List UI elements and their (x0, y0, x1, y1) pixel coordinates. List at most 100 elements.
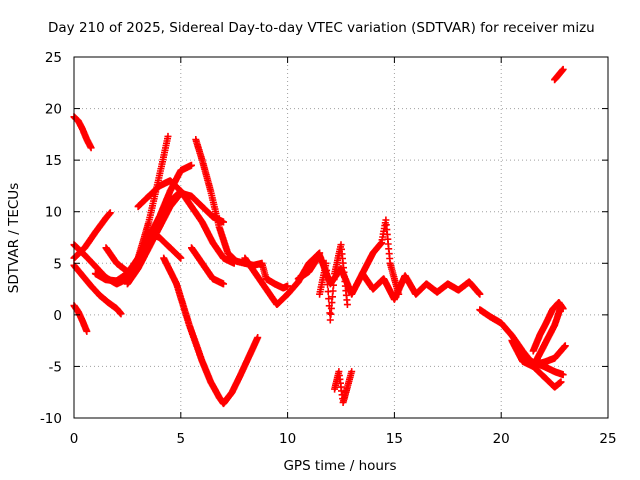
data-point-run (322, 259, 334, 317)
data-point-run (551, 304, 564, 329)
data-point-run (81, 229, 99, 252)
y-tick-label: 20 (45, 102, 62, 118)
series-arc-f (91, 161, 195, 285)
data-point-run (166, 190, 184, 211)
series-arc-x (551, 65, 567, 84)
data-point-run (198, 156, 214, 193)
data-point-run (294, 268, 312, 283)
data-point-run (348, 271, 366, 298)
data-point-run (284, 279, 302, 298)
y-tick-label: 25 (45, 50, 62, 66)
y-tick-label: 0 (53, 308, 62, 324)
series-arc-a (70, 113, 95, 152)
data-point-run (529, 333, 543, 355)
chart-title: Day 210 of 2025, Sidereal Day-to-day VTE… (48, 20, 595, 36)
series-arc-b (70, 302, 91, 335)
data-point-run (540, 322, 558, 350)
data-point-run (209, 275, 227, 288)
data-point-run (155, 204, 174, 231)
data-point-run (96, 291, 112, 306)
data-point-run (102, 244, 120, 266)
series-arc-r (331, 368, 356, 406)
data-point-run (536, 320, 550, 339)
data-point-run (252, 270, 270, 292)
data-point-run (198, 259, 216, 282)
data-point-run (155, 135, 171, 180)
data-point-run (145, 182, 163, 200)
data-point (117, 310, 125, 318)
series-arc-v (519, 352, 567, 379)
data-point-run (91, 270, 109, 283)
x-tick-label: 0 (70, 431, 79, 447)
data-point-run (198, 357, 214, 385)
data-point (348, 368, 356, 376)
series-arc-j (145, 228, 185, 262)
data-point-run (207, 378, 223, 400)
data-point-run (113, 270, 131, 285)
series-arc-w (529, 362, 565, 391)
data-point (106, 209, 114, 217)
data-point-run (215, 223, 231, 255)
data-point-run (382, 216, 394, 262)
data-point (284, 282, 292, 290)
x-tick-labels: 0 5 10 15 20 25 (70, 431, 617, 447)
data-point (164, 132, 172, 140)
data-point (187, 161, 195, 169)
y-tick-labels: -10 -5 0 5 10 15 20 25 (40, 50, 62, 427)
data-point (559, 65, 567, 73)
data-point-run (160, 254, 180, 287)
x-tick-label: 10 (279, 431, 296, 447)
series-arc-m (188, 244, 228, 288)
series-arc-k (160, 254, 262, 408)
data-point-run (188, 244, 206, 266)
data-point-run (326, 275, 338, 324)
x-tick-label: 25 (599, 431, 616, 447)
data-point-run (245, 335, 261, 360)
data-point-run (81, 251, 99, 270)
axis-ticks (73, 56, 609, 419)
data-point (395, 290, 403, 298)
data-point-run (551, 342, 569, 362)
data-point-run (198, 203, 216, 220)
data-point-run (358, 250, 376, 278)
data-point (559, 371, 567, 379)
data-point (83, 327, 91, 335)
data-point-run (540, 362, 558, 375)
data-point-run (343, 370, 355, 391)
data-point (559, 305, 567, 313)
x-tick-label: 15 (386, 431, 403, 447)
data-point (476, 290, 484, 298)
data-point (177, 254, 185, 262)
data-point-run (134, 245, 152, 272)
data-point-run (237, 353, 253, 379)
data-point-run (104, 299, 120, 312)
data-point-run (155, 234, 174, 251)
series-arc-n (241, 249, 324, 308)
data-point (220, 280, 228, 288)
data-point-run (192, 136, 206, 162)
data-point-run (173, 280, 193, 327)
data-point-run (224, 249, 240, 265)
data-point-run (134, 193, 152, 211)
x-tick-label: 5 (177, 431, 186, 447)
plot-frame (73, 56, 609, 419)
data-point-run (465, 278, 483, 298)
data-point-run (487, 313, 505, 327)
data-point-run (337, 241, 351, 304)
x-axis-label: GPS time / hours (283, 458, 396, 474)
data-point-run (207, 187, 223, 229)
data-point-run (241, 254, 259, 277)
data-point (557, 378, 565, 386)
y-tick-label: -10 (40, 411, 62, 427)
data-point (87, 144, 95, 152)
data-point-run (497, 319, 515, 339)
y-axis-label: SDTVAR / TECUs (6, 183, 22, 293)
y-tick-label: 5 (53, 256, 62, 272)
data-point-run (188, 203, 206, 225)
data-point-run (185, 321, 206, 364)
x-tick-label: 20 (493, 431, 510, 447)
data-point-run (209, 239, 227, 261)
data-point-run (220, 389, 236, 408)
data-point-run (369, 239, 385, 257)
